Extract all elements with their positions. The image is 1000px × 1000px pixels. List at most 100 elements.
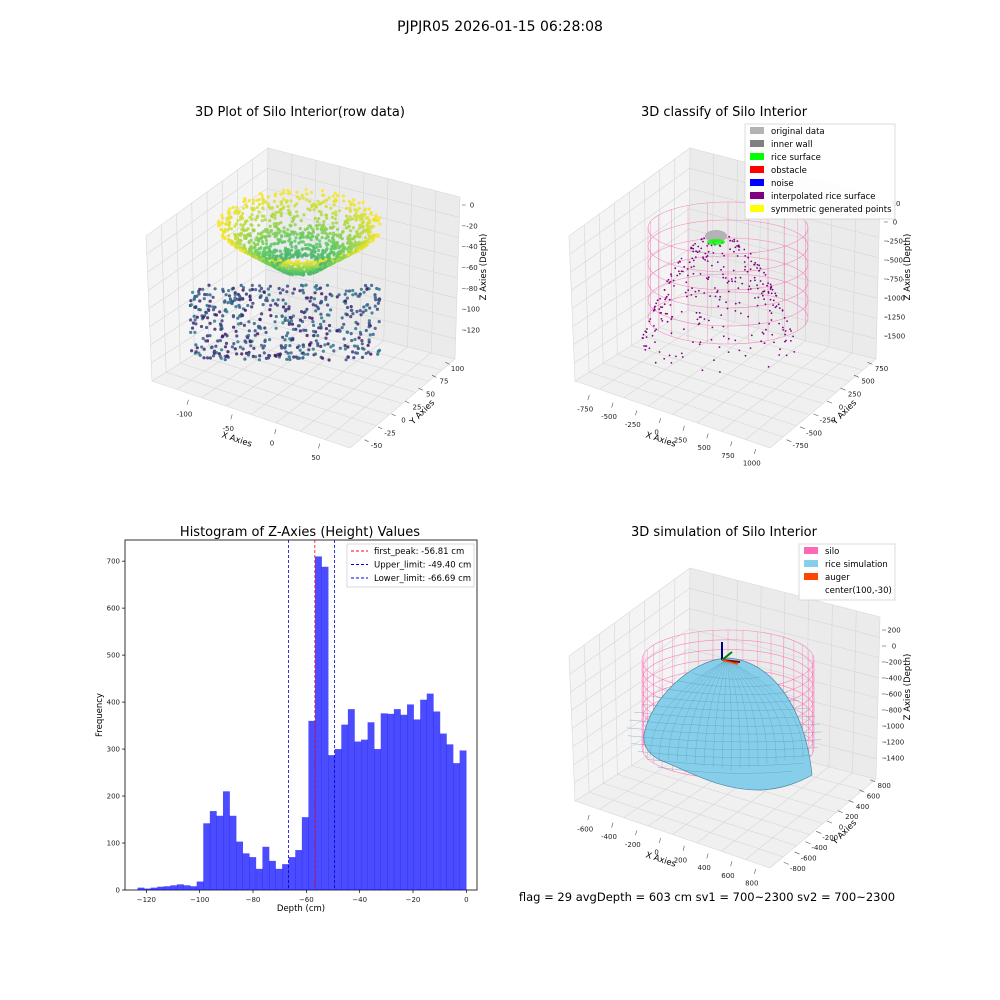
y-tick-label: 0	[839, 824, 843, 832]
y-tick-label: -250	[820, 416, 836, 424]
interpolated-point	[664, 312, 667, 315]
data-point	[211, 308, 216, 312]
data-point	[286, 204, 290, 208]
rice-surface	[643, 657, 813, 791]
surface-mesh-line	[646, 759, 804, 766]
data-point	[232, 342, 236, 346]
data-point	[296, 324, 300, 328]
interpolated-point	[692, 247, 695, 250]
histogram-bar	[249, 857, 257, 890]
data-point	[366, 350, 370, 354]
interpolated-point	[762, 290, 764, 293]
y-tick-label: 100	[107, 840, 120, 848]
interpolated-point	[762, 283, 764, 285]
x-tick-label: 750	[721, 452, 734, 460]
data-point	[367, 234, 371, 238]
data-point	[285, 247, 289, 252]
data-point	[342, 245, 346, 249]
data-point	[211, 295, 215, 299]
interpolated-point	[734, 280, 737, 283]
data-point	[301, 196, 305, 200]
data-point	[222, 300, 227, 304]
data-point	[331, 231, 336, 235]
data-point	[289, 199, 293, 203]
data-point	[194, 350, 198, 354]
interpolated-point	[677, 262, 680, 264]
data-point	[303, 228, 307, 232]
y-tick-label: 0	[116, 887, 120, 895]
data-point	[217, 352, 221, 356]
legend-label: rice simulation	[825, 560, 888, 570]
data-point	[251, 301, 255, 305]
tick-mark	[682, 425, 685, 431]
data-point	[240, 352, 244, 356]
data-point	[223, 227, 227, 232]
surface-mesh-line	[649, 659, 728, 757]
data-point	[263, 251, 267, 255]
y-axis-label: Y Axies	[829, 818, 859, 848]
z-tick-label: 200	[887, 627, 900, 635]
data-point	[338, 346, 342, 350]
interpolated-point	[680, 270, 683, 273]
data-point	[280, 314, 284, 318]
x-axis-label: X Axies	[220, 430, 253, 449]
data-point	[258, 317, 262, 322]
tick-mark	[816, 831, 822, 834]
histogram-bar	[190, 886, 197, 890]
data-point	[366, 343, 370, 347]
data-point	[375, 286, 379, 291]
x-tick-label: 0	[654, 429, 658, 437]
data-point	[291, 314, 295, 318]
data-point	[309, 190, 314, 194]
data-point	[192, 314, 196, 318]
data-point	[274, 314, 278, 319]
tick-mark	[611, 822, 614, 828]
interpolated-point	[725, 301, 727, 304]
data-point	[227, 209, 231, 213]
interpolated-point	[644, 348, 647, 351]
interpolated-point	[749, 280, 752, 282]
interpolated-point	[664, 297, 667, 299]
data-point	[335, 243, 339, 247]
data-point	[349, 332, 353, 336]
y-tick-label: 400	[107, 699, 120, 707]
data-point	[343, 292, 347, 296]
data-point	[319, 227, 323, 231]
data-point	[279, 192, 283, 196]
tick-mark	[730, 861, 733, 867]
data-point	[233, 237, 238, 241]
data-point	[294, 355, 298, 359]
z-tick-label: -600	[886, 691, 902, 699]
grid-line	[645, 336, 837, 393]
data-point	[361, 220, 365, 224]
legend-swatch	[750, 153, 764, 160]
interpolated-point	[722, 266, 725, 268]
tick-mark	[867, 362, 873, 365]
data-point	[208, 304, 212, 308]
data-point	[326, 342, 330, 346]
data-point	[312, 297, 317, 301]
data-point	[338, 329, 342, 333]
data-point	[325, 216, 329, 220]
data-point	[226, 350, 230, 354]
data-point	[321, 256, 325, 261]
y-tick-label: 0	[839, 404, 843, 412]
tick-mark	[318, 443, 321, 449]
data-point	[293, 223, 297, 227]
data-point	[311, 320, 315, 324]
data-point	[367, 338, 371, 342]
data-point	[231, 242, 235, 246]
histogram-bar	[446, 744, 454, 890]
data-point	[248, 298, 252, 302]
data-point	[288, 213, 292, 217]
z-tick-label: 0	[470, 202, 474, 210]
data-point	[219, 228, 224, 232]
interpolated-point	[691, 257, 694, 260]
interpolated-point	[762, 294, 764, 297]
data-point	[189, 303, 193, 307]
data-point	[212, 319, 217, 323]
histogram-bar	[393, 709, 401, 890]
grid-line	[673, 158, 676, 319]
data-point	[291, 327, 296, 331]
legend-swatch	[750, 192, 764, 199]
